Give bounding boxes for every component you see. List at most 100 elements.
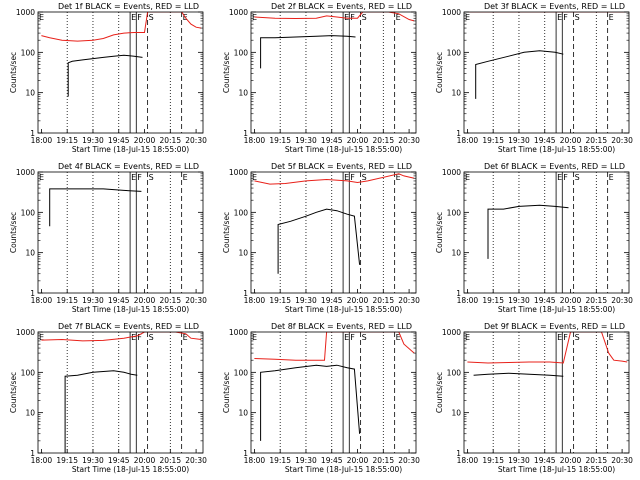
y-tick-label: 1000 xyxy=(229,168,248,177)
marker-label: S xyxy=(362,173,367,182)
x-tick-label: 20:00 xyxy=(134,456,156,465)
y-axis-label: Counts/sec xyxy=(222,372,231,413)
y-tick-label: 1 xyxy=(456,129,461,138)
x-tick-label: 19:30 xyxy=(295,136,317,145)
y-tick-label: 1000 xyxy=(229,8,248,17)
y-tick-label: 1 xyxy=(243,289,248,298)
y-tick-label: 100 xyxy=(234,368,249,377)
x-tick-label: 19:30 xyxy=(82,296,104,305)
marker-label: E xyxy=(465,173,470,182)
x-tick-label: 20:00 xyxy=(134,136,156,145)
x-tick-label: 19:15 xyxy=(269,136,291,145)
reference-lines xyxy=(66,12,183,133)
x-tick-label: 18:00 xyxy=(31,136,53,145)
y-tick-label: 1000 xyxy=(229,328,248,337)
x-axis-label: Start Time (18-Jul-15 18:55:00) xyxy=(285,305,402,314)
y-tick-label: 1 xyxy=(30,289,35,298)
series-lld xyxy=(467,332,628,364)
reference-lines xyxy=(279,332,396,453)
panel-title: Det 6f BLACK = Events, RED = LLD xyxy=(484,162,625,171)
x-tick-label: 19:15 xyxy=(269,296,291,305)
y-tick-label: 10 xyxy=(451,89,461,98)
plot-frame xyxy=(37,11,204,134)
panel-title: Det 8f BLACK = Events, RED = LLD xyxy=(271,322,412,331)
y-tick-label: 100 xyxy=(21,368,36,377)
x-tick-label: 19:15 xyxy=(482,456,504,465)
x-tick-label: 20:30 xyxy=(398,296,420,305)
series-events xyxy=(487,204,569,259)
panel-title: Det 4f BLACK = Events, RED = LLD xyxy=(58,162,199,171)
x-tick-label: 20:15 xyxy=(585,136,607,145)
x-tick-label: 20:00 xyxy=(560,296,582,305)
y-tick-label: 100 xyxy=(447,48,462,57)
marker-label: E xyxy=(465,333,470,342)
marker-label: F xyxy=(137,13,142,22)
y-tick-label: 100 xyxy=(234,208,249,217)
y-tick-label: 1000 xyxy=(16,168,35,177)
y-tick-label: 1 xyxy=(456,449,461,458)
marker-label: E xyxy=(557,333,562,342)
marker-label: E xyxy=(131,333,136,342)
marker-label: E xyxy=(131,13,136,22)
series-events xyxy=(64,370,138,453)
y-tick-label: 10 xyxy=(25,89,35,98)
x-tick-label: 20:00 xyxy=(347,456,369,465)
x-tick-label: 20:00 xyxy=(560,456,582,465)
reference-lines xyxy=(492,172,609,293)
x-tick-label: 20:15 xyxy=(159,136,181,145)
marker-label: F xyxy=(350,13,355,22)
x-tick-label: 19:15 xyxy=(482,136,504,145)
x-tick-label: 19:45 xyxy=(108,456,130,465)
x-tick-label: 20:15 xyxy=(159,456,181,465)
marker-label: E xyxy=(344,333,349,342)
x-tick-label: 20:00 xyxy=(347,136,369,145)
marker-label: S xyxy=(362,333,367,342)
reference-lines xyxy=(66,332,183,453)
x-tick-label: 20:00 xyxy=(347,296,369,305)
marker-label: E xyxy=(396,13,401,22)
x-tick-label: 20:30 xyxy=(398,136,420,145)
series-events xyxy=(473,372,564,377)
x-tick-label: 19:30 xyxy=(295,296,317,305)
marker-label: E xyxy=(557,173,562,182)
x-tick-label: 18:00 xyxy=(457,296,479,305)
x-tick-label: 20:00 xyxy=(134,296,156,305)
panel-title: Det 1f BLACK = Events, RED = LLD xyxy=(58,2,199,11)
plot-frame xyxy=(37,171,204,294)
y-tick-label: 1 xyxy=(456,289,461,298)
x-tick-label: 20:30 xyxy=(185,296,207,305)
x-tick-label: 19:45 xyxy=(534,296,556,305)
x-tick-label: 19:30 xyxy=(82,136,104,145)
marker-label: S xyxy=(149,333,154,342)
marker-label: E xyxy=(396,333,401,342)
marker-label: E xyxy=(396,173,401,182)
plot-frame xyxy=(463,11,630,134)
x-tick-label: 19:45 xyxy=(321,296,343,305)
x-axis-label: Start Time (18-Jul-15 18:55:00) xyxy=(72,465,189,474)
y-tick-label: 100 xyxy=(21,208,36,217)
y-tick-label: 10 xyxy=(238,409,248,418)
marker-label: E xyxy=(252,333,257,342)
y-tick-label: 10 xyxy=(238,249,248,258)
panel-title: Det 7f BLACK = Events, RED = LLD xyxy=(58,322,199,331)
y-tick-label: 1 xyxy=(30,129,35,138)
x-tick-label: 19:15 xyxy=(56,456,78,465)
series-lld xyxy=(41,12,202,42)
x-tick-label: 20:30 xyxy=(398,456,420,465)
x-tick-label: 20:15 xyxy=(585,456,607,465)
x-tick-label: 20:15 xyxy=(372,296,394,305)
marker-label: E xyxy=(344,13,349,22)
marker-label: S xyxy=(575,333,580,342)
marker-label: E xyxy=(183,173,188,182)
plot-frame xyxy=(37,331,204,454)
x-tick-label: 19:30 xyxy=(82,456,104,465)
marker-label: F xyxy=(137,333,142,342)
y-tick-label: 1000 xyxy=(442,168,461,177)
marker-label: E xyxy=(252,173,257,182)
x-tick-label: 18:00 xyxy=(244,296,266,305)
